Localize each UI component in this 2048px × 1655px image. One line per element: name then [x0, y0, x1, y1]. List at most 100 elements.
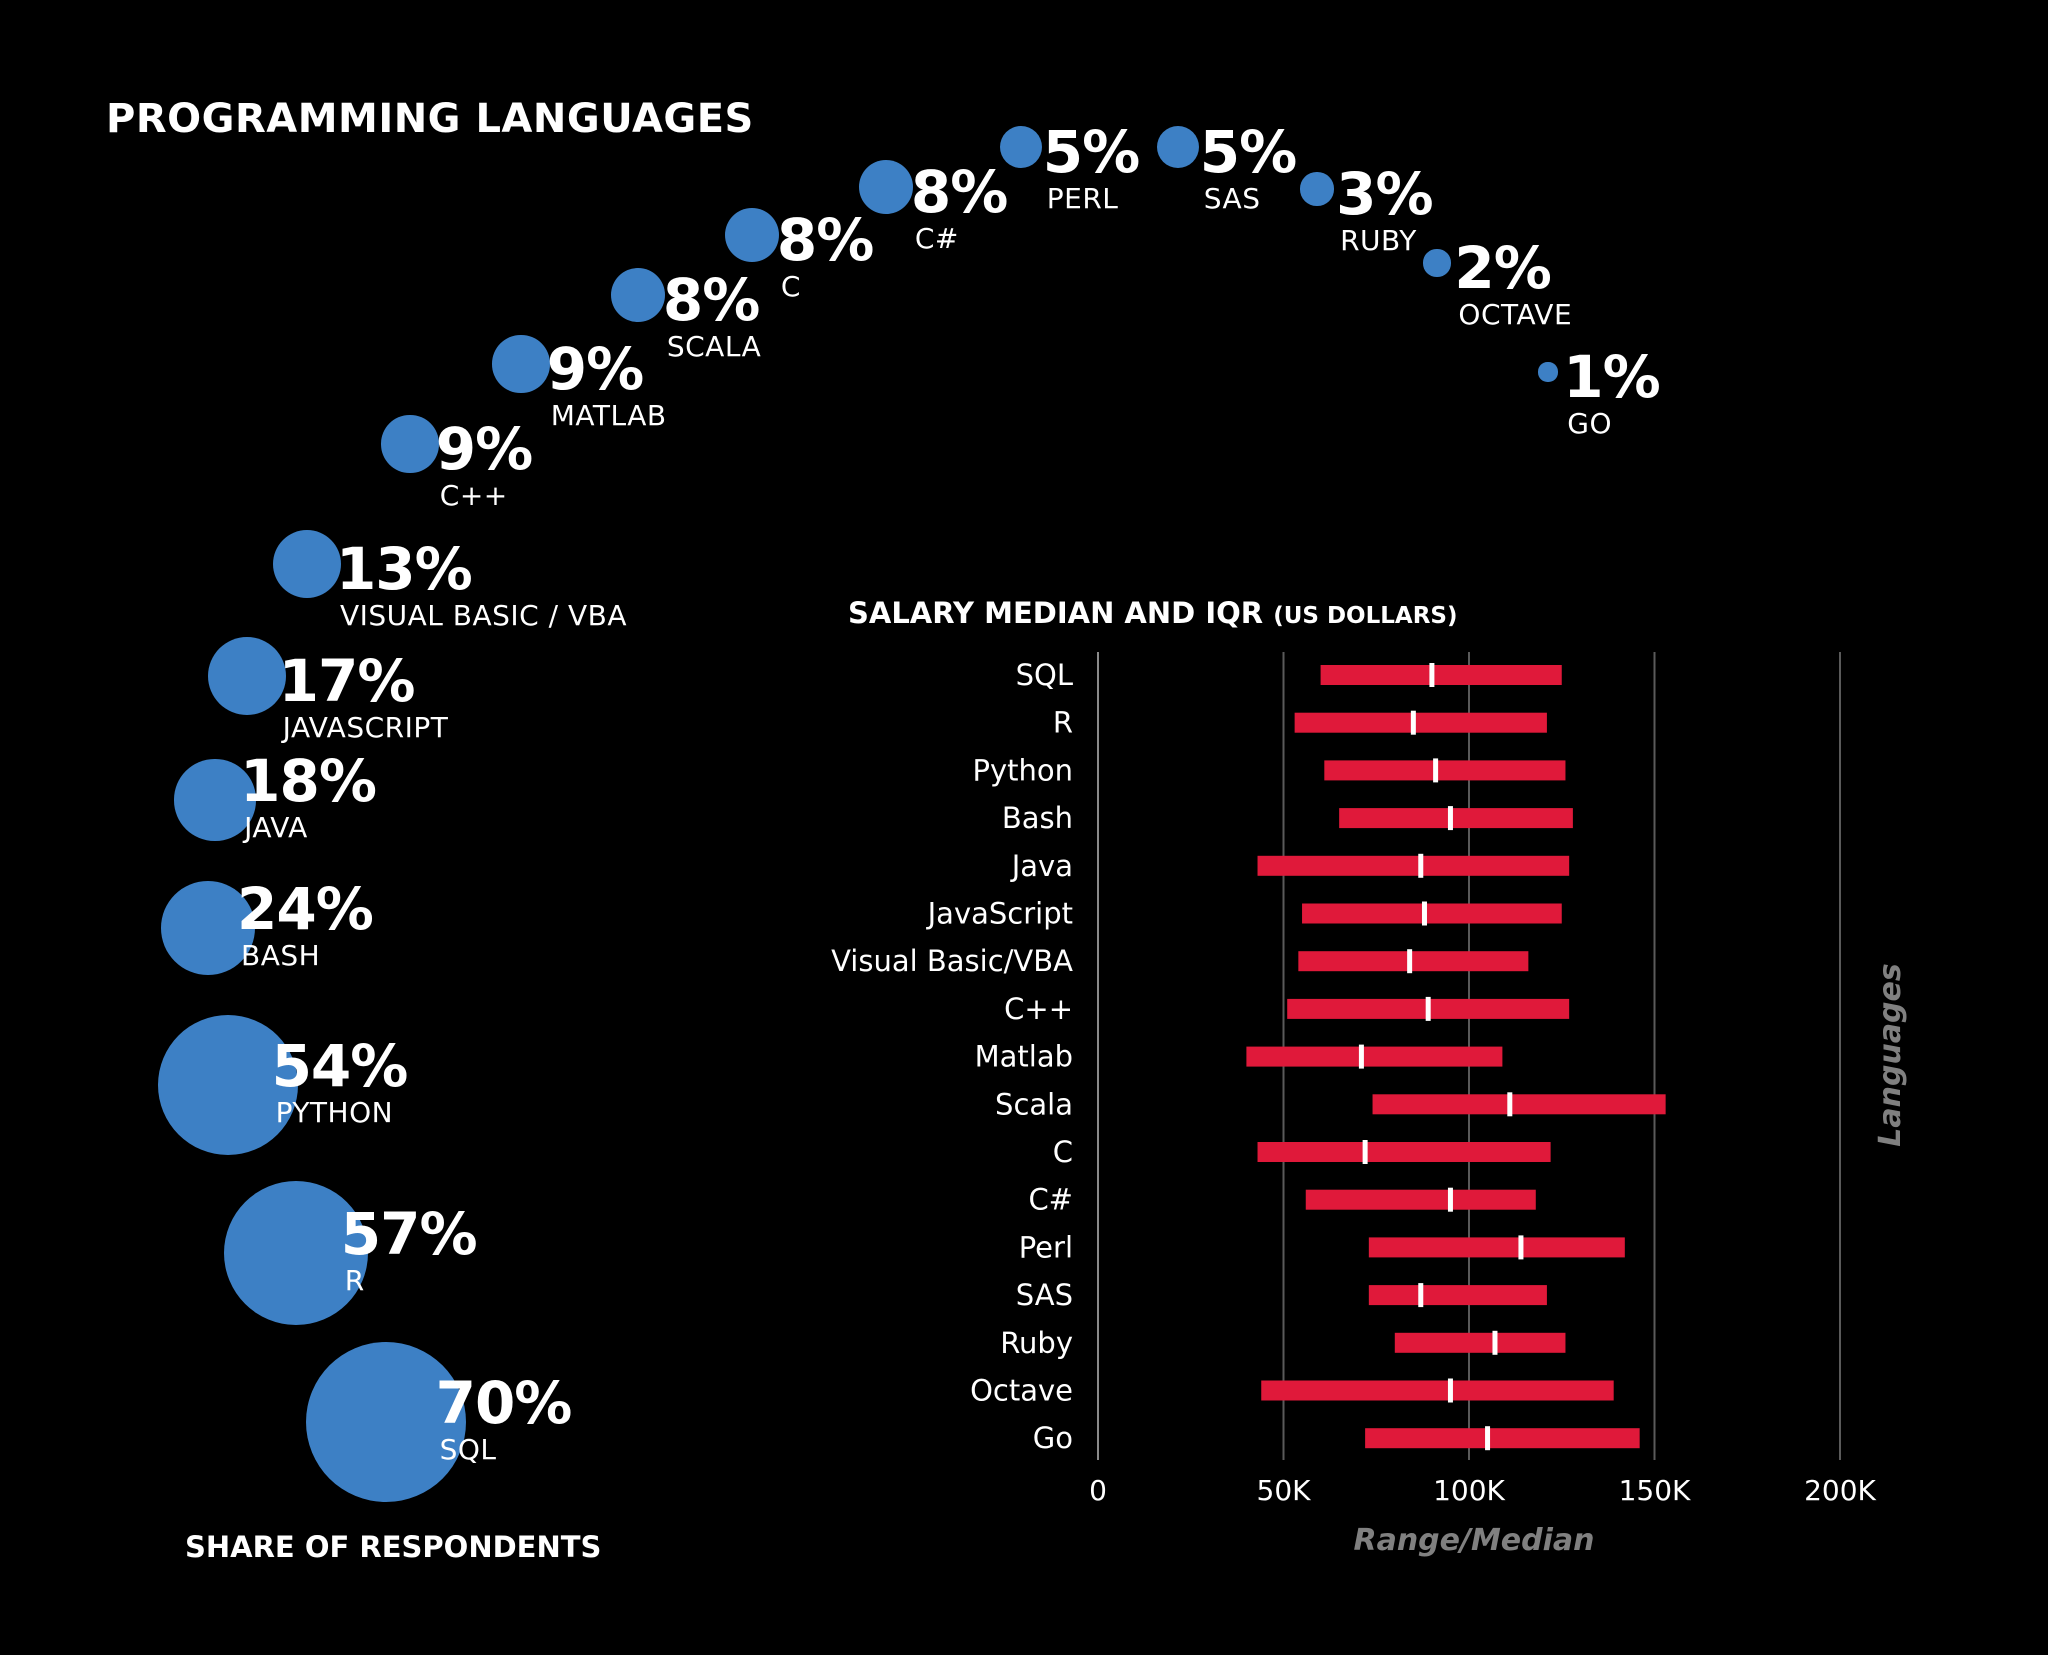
- bubble-label-python: PYTHON: [275, 1096, 394, 1129]
- bubble-pct-javascript: 17%: [278, 647, 416, 715]
- x-tick-label: 100K: [1433, 1474, 1505, 1507]
- bubble-r: [223, 1180, 369, 1326]
- iqr-bar-visual-basic-vba: [1298, 951, 1529, 972]
- bubble-octave: [1423, 249, 1451, 277]
- salary-title-unit: (US DOLLARS): [1273, 603, 1458, 629]
- bubble-python: [157, 1014, 299, 1156]
- row-label-python: Python: [972, 753, 1073, 787]
- iqr-bar-go: [1365, 1428, 1640, 1449]
- median-mark-bash: [1447, 806, 1453, 831]
- bubble-bash: [161, 881, 255, 975]
- iqr-bar-perl: [1368, 1237, 1625, 1258]
- row-label-octave: Octave: [970, 1374, 1073, 1408]
- x-tick-label: 50K: [1257, 1474, 1312, 1507]
- row-label-c: C: [1053, 1135, 1073, 1169]
- median-mark-java: [1418, 853, 1424, 878]
- row-label-go: Go: [1033, 1421, 1073, 1455]
- median-mark-perl: [1518, 1235, 1524, 1260]
- bubble-sql: [306, 1342, 466, 1502]
- iqr-bar-python: [1324, 760, 1566, 781]
- bubble-c: [858, 159, 914, 215]
- bubble-label-scala: SCALA: [666, 330, 762, 363]
- x-tick-label: 0: [1089, 1474, 1107, 1507]
- bubble-label-sas: SAS: [1203, 182, 1261, 215]
- bubble-java: [174, 759, 256, 841]
- bubble-javascript: [207, 636, 287, 716]
- bubble-label-visual-basic-vba: VISUAL BASIC / VBA: [339, 599, 627, 632]
- bubble-label-c: C#: [914, 222, 959, 255]
- median-mark-matlab: [1358, 1044, 1364, 1069]
- iqr-bar-javascript: [1302, 903, 1562, 924]
- median-mark-ruby: [1492, 1330, 1498, 1355]
- bubble-sas: [1156, 125, 1200, 169]
- bubble-matlab: [492, 335, 550, 393]
- row-label-c: C++: [1004, 992, 1073, 1026]
- bubble-pct-matlab: 9%: [546, 335, 644, 403]
- bubble-label-c: C++: [439, 479, 508, 512]
- median-mark-scala: [1507, 1092, 1513, 1117]
- bubble-label-octave: OCTAVE: [1458, 298, 1573, 331]
- bubble-label-javascript: JAVASCRIPT: [282, 711, 449, 744]
- bubble-pct-c: 8%: [910, 158, 1008, 226]
- row-label-perl: Perl: [1019, 1230, 1073, 1264]
- row-label-scala: Scala: [995, 1087, 1073, 1121]
- median-mark-c: [1362, 1140, 1368, 1164]
- bubble-pct-c: 8%: [776, 206, 874, 274]
- median-mark-r: [1410, 710, 1416, 735]
- bubble-pct-ruby: 3%: [1336, 160, 1433, 228]
- iqr-bar-scala: [1372, 1094, 1666, 1115]
- bubble-c: [724, 207, 780, 263]
- bubble-pct-perl: 5%: [1042, 118, 1140, 186]
- bubble-label-java: JAVA: [244, 811, 308, 844]
- median-mark-python: [1433, 758, 1439, 783]
- bubble-pct-c: 9%: [435, 415, 533, 483]
- iqr-bar-matlab: [1246, 1046, 1503, 1067]
- row-label-visual-basic-vba: Visual Basic/VBA: [831, 944, 1073, 978]
- x-tick-label: 200K: [1804, 1474, 1876, 1507]
- bubble-pct-visual-basic-vba: 13%: [335, 535, 473, 603]
- bubble-label-c: C: [780, 270, 801, 303]
- median-mark-octave: [1447, 1378, 1453, 1403]
- x-axis-title: Range/Median: [1353, 1523, 1594, 1558]
- salary-title-text: SALARY MEDIAN AND IQR: [848, 596, 1264, 630]
- iqr-bar-sas: [1368, 1285, 1547, 1306]
- share-axis-label: SHARE OF RESPONDENTS: [185, 1530, 602, 1564]
- bubble-label-matlab: MATLAB: [550, 399, 667, 432]
- iqr-bar-octave: [1261, 1380, 1614, 1401]
- bubble-pct-java: 18%: [240, 747, 377, 815]
- bubble-c: [381, 415, 439, 473]
- row-label-bash: Bash: [1002, 801, 1073, 835]
- median-mark-sas: [1418, 1283, 1424, 1308]
- row-label-sas: SAS: [1016, 1278, 1073, 1312]
- bubble-pct-bash: 24%: [237, 875, 374, 943]
- row-label-javascript: JavaScript: [926, 897, 1073, 931]
- bubble-pct-go: 1%: [1563, 343, 1660, 411]
- x-tick-label: 150K: [1619, 1474, 1691, 1507]
- row-label-c: C#: [1028, 1183, 1073, 1217]
- median-mark-sql: [1429, 663, 1435, 687]
- median-mark-c: [1425, 996, 1431, 1021]
- bubble-go: [1538, 362, 1558, 382]
- bubble-perl: [999, 125, 1043, 169]
- bubble-visual-basic-vba: [272, 529, 342, 599]
- row-label-ruby: Ruby: [1000, 1326, 1073, 1360]
- iqr-bar-bash: [1339, 808, 1573, 829]
- bubble-pct-sql: 70%: [435, 1369, 573, 1437]
- bubble-pct-scala: 8%: [662, 266, 760, 334]
- bubble-label-sql: SQL: [439, 1433, 497, 1466]
- y-axis-title: Languages: [1873, 963, 1908, 1146]
- bubble-pct-r: 57%: [340, 1200, 478, 1268]
- bubble-label-perl: PERL: [1046, 182, 1119, 215]
- row-label-java: Java: [1010, 849, 1073, 883]
- median-mark-go: [1485, 1426, 1491, 1451]
- bubble-label-bash: BASH: [241, 939, 321, 972]
- median-mark-visual-basic-vba: [1407, 949, 1413, 974]
- median-mark-javascript: [1421, 901, 1427, 926]
- iqr-bar-r: [1294, 712, 1547, 733]
- row-label-matlab: Matlab: [975, 1040, 1073, 1074]
- row-label-sql: SQL: [1016, 658, 1073, 692]
- bubble-pct-python: 54%: [271, 1032, 409, 1100]
- bubble-label-r: R: [344, 1264, 365, 1297]
- iqr-bar-ruby: [1394, 1332, 1566, 1353]
